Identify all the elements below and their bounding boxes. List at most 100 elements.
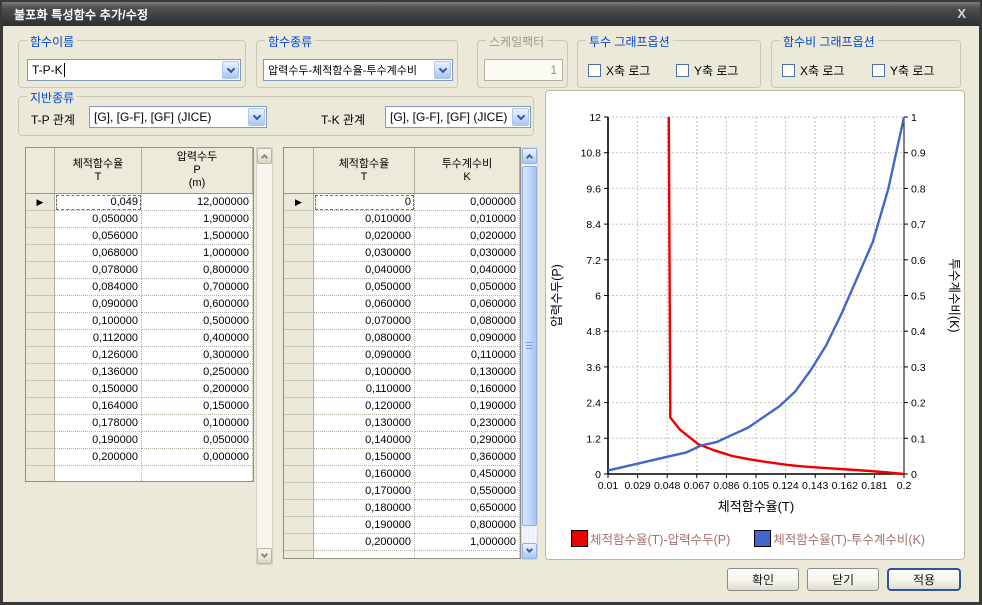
table-cell[interactable]: 0,500000 [142, 313, 253, 330]
checkbox-box-icon[interactable] [676, 64, 689, 77]
chevron-down-icon[interactable] [434, 61, 451, 79]
table-cell[interactable]: 0 [314, 194, 415, 211]
row-header[interactable] [284, 466, 314, 483]
table-cell[interactable]: 0,050000 [55, 211, 142, 228]
wc-x-log-checkbox[interactable]: X축 로그 [782, 62, 844, 79]
table-cell[interactable]: 0,100000 [142, 415, 253, 432]
row-header[interactable] [284, 228, 314, 245]
scrollbar-thumb[interactable] [522, 166, 537, 526]
row-header[interactable] [284, 415, 314, 432]
table-cell[interactable]: 0,190000 [55, 432, 142, 449]
table-cell[interactable]: 0,178000 [55, 415, 142, 432]
column-header[interactable]: 압력수두 P (m) [142, 148, 253, 193]
table-cell[interactable]: 0,800000 [415, 517, 520, 534]
table-cell[interactable]: 0,360000 [415, 449, 520, 466]
column-header[interactable]: 투수계수비 K [415, 148, 520, 193]
table-cell[interactable] [142, 466, 253, 481]
table-cell[interactable]: 0,090000 [55, 296, 142, 313]
row-header[interactable] [284, 449, 314, 466]
tp-table-scrollbar[interactable] [256, 147, 273, 565]
table-cell[interactable]: 0,100000 [55, 313, 142, 330]
table-cell[interactable]: 0,150000 [314, 449, 415, 466]
table-cell[interactable]: 0,030000 [415, 245, 520, 262]
table-cell[interactable]: 0,078000 [55, 262, 142, 279]
row-header[interactable] [284, 551, 314, 558]
table-cell[interactable]: 0,050000 [142, 432, 253, 449]
table-cell[interactable]: 0,030000 [314, 245, 415, 262]
row-header[interactable] [26, 432, 55, 449]
table-cell[interactable]: 0,120000 [314, 398, 415, 415]
table-cell[interactable]: 1,000000 [415, 534, 520, 551]
table-cell[interactable]: 0,070000 [314, 313, 415, 330]
table-cell[interactable]: 0,550000 [415, 483, 520, 500]
table-cell[interactable]: 0,290000 [415, 432, 520, 449]
tk-table-scrollbar[interactable] [521, 147, 538, 560]
scroll-up-icon[interactable] [522, 148, 537, 164]
table-cell[interactable]: 0,112000 [55, 330, 142, 347]
table-cell[interactable]: 0,090000 [314, 347, 415, 364]
scroll-down-icon[interactable] [257, 548, 272, 564]
table-cell[interactable]: 0,164000 [55, 398, 142, 415]
close-button[interactable]: 닫기 [807, 568, 879, 591]
function-name-combo[interactable]: T-P-K [27, 59, 241, 81]
row-header[interactable] [284, 500, 314, 517]
row-header[interactable] [26, 415, 55, 432]
table-cell[interactable]: 0,450000 [415, 466, 520, 483]
table-cell[interactable]: 0,056000 [55, 228, 142, 245]
table-cell[interactable] [415, 551, 520, 558]
grid-corner[interactable] [26, 148, 55, 193]
row-header[interactable] [26, 364, 55, 381]
table-cell[interactable]: 0,130000 [314, 415, 415, 432]
table-cell[interactable]: 0,650000 [415, 500, 520, 517]
table-cell[interactable]: 0,060000 [415, 296, 520, 313]
table-cell[interactable]: 0,160000 [314, 466, 415, 483]
table-cell[interactable]: 0,050000 [415, 279, 520, 296]
row-header[interactable] [284, 398, 314, 415]
row-header[interactable] [26, 262, 55, 279]
row-header[interactable] [26, 347, 55, 364]
apply-button[interactable]: 적용 [887, 568, 961, 591]
table-cell[interactable]: 0,110000 [314, 381, 415, 398]
table-cell[interactable]: 0,160000 [415, 381, 520, 398]
checkbox-box-icon[interactable] [872, 64, 885, 77]
table-cell[interactable]: 0,600000 [142, 296, 253, 313]
row-header[interactable] [284, 211, 314, 228]
function-type-combo[interactable]: 압력수두-체적함수율-투수계수비 [263, 59, 453, 81]
column-header[interactable]: 체적함수율 T [314, 148, 415, 193]
wc-y-log-checkbox[interactable]: Y축 로그 [872, 62, 934, 79]
row-header[interactable] [26, 381, 55, 398]
row-header[interactable] [26, 398, 55, 415]
table-cell[interactable]: 0,040000 [314, 262, 415, 279]
row-header[interactable] [284, 347, 314, 364]
table-cell[interactable]: 0,020000 [415, 228, 520, 245]
row-header[interactable] [284, 517, 314, 534]
row-header[interactable] [26, 296, 55, 313]
current-row-marker-icon[interactable]: ▶ [284, 194, 314, 211]
table-cell[interactable]: 0,150000 [142, 398, 253, 415]
chevron-down-icon[interactable] [222, 61, 239, 79]
table-cell[interactable]: 0,190000 [415, 398, 520, 415]
table-cell[interactable]: 12,000000 [142, 194, 253, 211]
chevron-down-icon[interactable] [248, 108, 265, 126]
table-cell[interactable]: 0,126000 [55, 347, 142, 364]
table-cell[interactable]: 0,136000 [55, 364, 142, 381]
row-header[interactable] [284, 364, 314, 381]
row-header[interactable] [26, 211, 55, 228]
table-cell[interactable]: 0,084000 [55, 279, 142, 296]
table-cell[interactable]: 0,100000 [314, 364, 415, 381]
grid-corner[interactable] [284, 148, 314, 193]
table-cell[interactable]: 0,068000 [55, 245, 142, 262]
table-cell[interactable]: 0,020000 [314, 228, 415, 245]
row-header[interactable] [26, 279, 55, 296]
tk-relation-combo[interactable]: [G], [G-F], [GF] (JICE) [385, 106, 531, 128]
table-cell[interactable]: 0,800000 [142, 262, 253, 279]
table-cell[interactable]: 0,170000 [314, 483, 415, 500]
table-cell[interactable]: 0,400000 [142, 330, 253, 347]
perm-x-log-checkbox[interactable]: X축 로그 [588, 62, 650, 79]
table-cell[interactable]: 0,140000 [314, 432, 415, 449]
table-cell[interactable]: 1,000000 [142, 245, 253, 262]
row-header[interactable] [284, 245, 314, 262]
row-header[interactable] [284, 483, 314, 500]
table-cell[interactable]: 0,010000 [415, 211, 520, 228]
row-header[interactable] [26, 313, 55, 330]
